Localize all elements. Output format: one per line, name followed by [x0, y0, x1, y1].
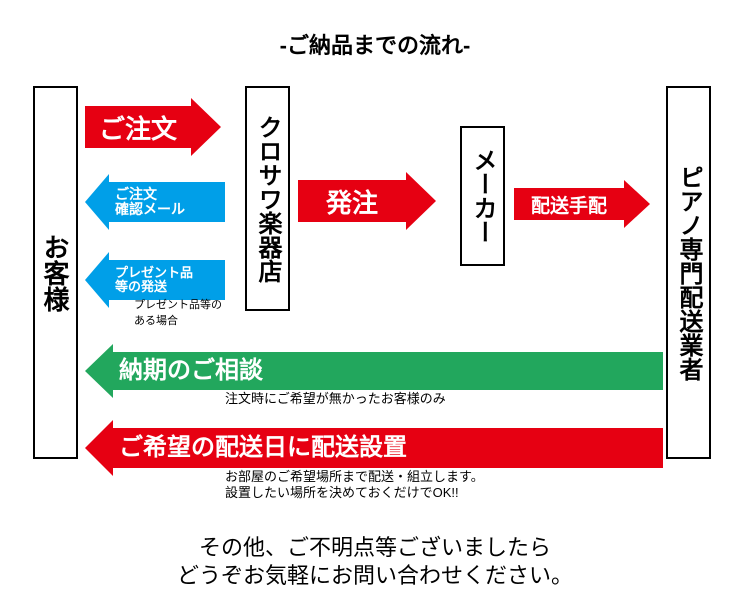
box-customer: お客様	[33, 86, 78, 459]
note-kibou2: 設置したい場所を決めておくだけでOK!!	[225, 482, 459, 501]
arrow-haiso: 配送手配	[514, 180, 650, 228]
box-delivery: ピアノ専門配送業者	[666, 86, 711, 459]
footer-line2: どうぞお気軽にお問い合わせください。	[177, 558, 573, 590]
note-nouki: 注文時にご希望が無かったお客様のみ	[225, 388, 446, 407]
arrow-hacchuu: 発注	[298, 172, 436, 230]
box-maker: メーカー	[460, 126, 505, 266]
arrow-order: ご注文	[85, 98, 221, 156]
arrow-confirm: ご注文確認メール	[85, 174, 225, 230]
page-title: -ご納品までの流れ-	[280, 28, 471, 60]
box-kurosawa: クロサワ楽器店	[245, 86, 290, 311]
note-present: プレゼント品等のある場合	[134, 296, 222, 328]
